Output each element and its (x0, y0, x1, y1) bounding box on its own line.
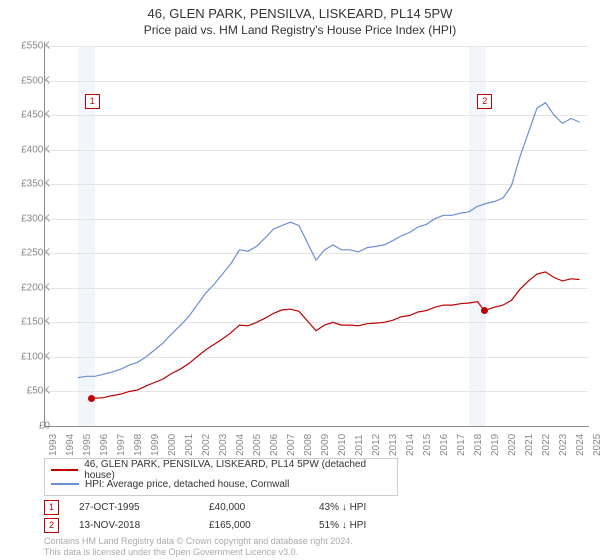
x-axis-label: 2006 (269, 434, 280, 456)
attribution: Contains HM Land Registry data © Crown c… (44, 536, 353, 558)
attribution-line: This data is licensed under the Open Gov… (44, 547, 353, 558)
series-property (92, 272, 580, 399)
x-axis-label: 2013 (388, 434, 399, 456)
sale-date: 27-OCT-1995 (69, 502, 199, 513)
x-axis-label: 2024 (575, 434, 586, 456)
sale-marker-icon: 2 (44, 518, 59, 533)
y-axis-label: £350K (10, 179, 50, 190)
sale-price: £165,000 (209, 520, 309, 531)
x-axis-label: 2025 (592, 434, 600, 456)
x-axis-label: 2012 (371, 434, 382, 456)
y-axis-label: £300K (10, 213, 50, 224)
legend-label: HPI: Average price, detached house, Corn… (85, 479, 289, 490)
legend: 46, GLEN PARK, PENSILVA, LISKEARD, PL14 … (44, 458, 398, 496)
x-axis-label: 1996 (99, 434, 110, 456)
legend-swatch (51, 483, 79, 485)
x-axis-label: 2009 (320, 434, 331, 456)
y-axis-label: £400K (10, 144, 50, 155)
sale-row: 1 27-OCT-1995 £40,000 43% ↓ HPI (44, 498, 399, 516)
x-axis-label: 2011 (354, 434, 365, 456)
sale-marker-icon: 2 (477, 94, 492, 109)
x-axis-label: 2023 (558, 434, 569, 456)
chart-subtitle: Price paid vs. HM Land Registry's House … (0, 21, 600, 41)
y-axis-label: £250K (10, 248, 50, 259)
x-axis-label: 2019 (490, 434, 501, 456)
x-axis-label: 1994 (65, 434, 76, 456)
sale-date: 13-NOV-2018 (69, 520, 199, 531)
series-hpi (78, 103, 580, 378)
x-axis-label: 2018 (473, 434, 484, 456)
x-axis-label: 2000 (167, 434, 178, 456)
x-axis-label: 1995 (82, 434, 93, 456)
x-axis-label: 2021 (524, 434, 535, 456)
y-axis-label: £150K (10, 317, 50, 328)
x-axis-label: 2020 (507, 434, 518, 456)
x-axis-label: 1997 (116, 434, 127, 456)
x-axis-label: 2015 (422, 434, 433, 456)
sale-dot-icon (88, 395, 95, 402)
x-axis-label: 2004 (235, 434, 246, 456)
chart-title: 46, GLEN PARK, PENSILVA, LISKEARD, PL14 … (0, 0, 600, 21)
y-axis-label: £50K (10, 386, 50, 397)
y-axis-label: £0 (10, 421, 50, 432)
x-axis-label: 2014 (405, 434, 416, 456)
x-axis-label: 1993 (48, 434, 59, 456)
sale-price: £40,000 (209, 502, 309, 513)
legend-swatch (51, 469, 78, 471)
x-axis-label: 1998 (133, 434, 144, 456)
x-axis-label: 2010 (337, 434, 348, 456)
x-axis-label: 2005 (252, 434, 263, 456)
x-axis-label: 2016 (439, 434, 450, 456)
x-axis-label: 2022 (541, 434, 552, 456)
chart-lines (44, 46, 588, 426)
y-axis-label: £450K (10, 110, 50, 121)
legend-row: 46, GLEN PARK, PENSILVA, LISKEARD, PL14 … (51, 463, 391, 477)
y-axis-label: £500K (10, 75, 50, 86)
sale-hpi: 51% ↓ HPI (319, 520, 399, 531)
x-axis-label: 2008 (303, 434, 314, 456)
y-axis-label: £100K (10, 351, 50, 362)
x-axis-label: 2007 (286, 434, 297, 456)
x-axis-label: 1999 (150, 434, 161, 456)
sales-table: 1 27-OCT-1995 £40,000 43% ↓ HPI 2 13-NOV… (44, 498, 399, 534)
chart-area: 12 (44, 46, 588, 426)
sale-marker-icon: 1 (44, 500, 59, 515)
sale-hpi: 43% ↓ HPI (319, 502, 399, 513)
y-axis-label: £200K (10, 282, 50, 293)
attribution-line: Contains HM Land Registry data © Crown c… (44, 536, 353, 547)
x-axis-label: 2003 (218, 434, 229, 456)
sale-dot-icon (481, 307, 488, 314)
x-axis-label: 2017 (456, 434, 467, 456)
sale-marker-icon: 1 (85, 94, 100, 109)
x-axis-label: 2001 (184, 434, 195, 456)
sale-row: 2 13-NOV-2018 £165,000 51% ↓ HPI (44, 516, 399, 534)
y-axis-label: £550K (10, 41, 50, 52)
x-axis-label: 2002 (201, 434, 212, 456)
